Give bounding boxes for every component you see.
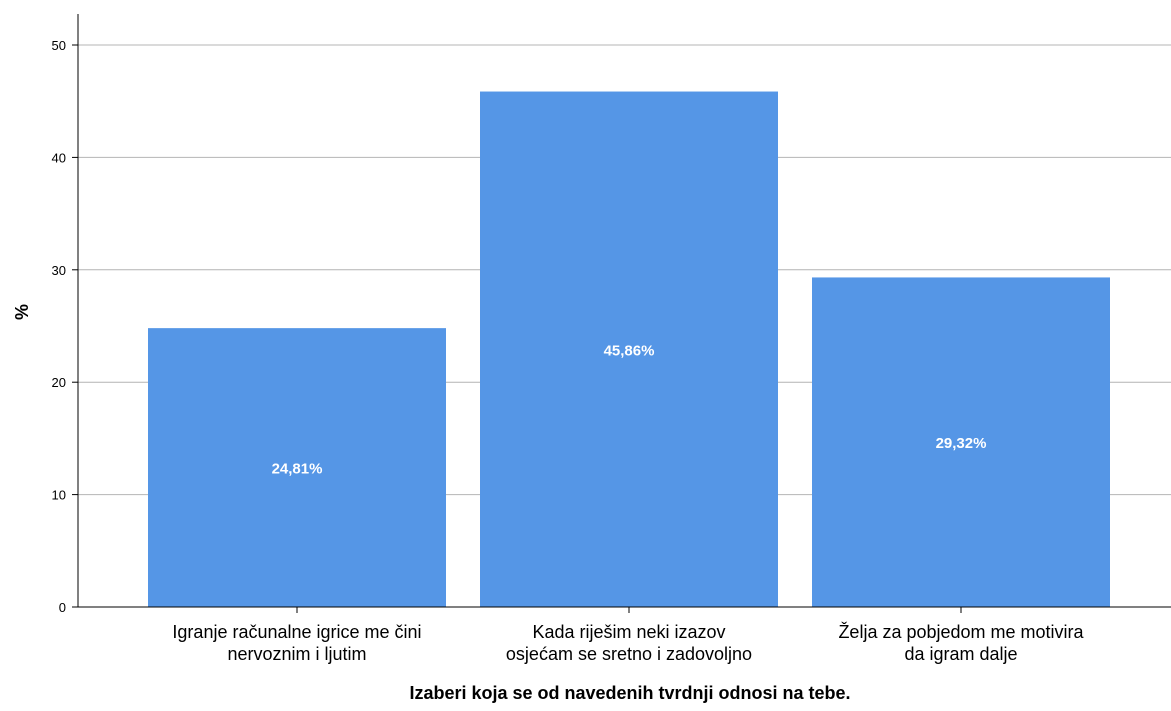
category-label: Igranje računalne igrice me čini: [172, 622, 421, 642]
bars: [148, 91, 1110, 608]
category-label: Kada riješim neki izazov: [532, 622, 725, 642]
bar: [812, 277, 1110, 607]
y-tick-label: 30: [52, 263, 66, 278]
y-tick-label: 0: [59, 600, 66, 615]
bar-value-label: 45,86%: [604, 342, 655, 359]
category-label: osjećam se sretno i zadovoljno: [506, 644, 752, 664]
category-label: nervoznim i ljutim: [227, 644, 366, 664]
y-tick-label: 10: [52, 488, 66, 503]
bar: [480, 91, 778, 608]
bar: [148, 328, 446, 607]
category-label: Želja za pobjedom me motivira: [838, 622, 1084, 642]
y-tick-label: 40: [52, 150, 66, 165]
category-label: da igram dalje: [904, 644, 1017, 664]
labels: 0 10 20 30 40 50 24,81% Igranje računalne igric…: [52, 38, 1085, 664]
y-tick-label: 50: [52, 38, 66, 53]
y-axis-title: %: [12, 304, 32, 320]
axes: [72, 14, 1171, 613]
x-axis-title: Izaberi koja se od navedenih tvrdnji odn…: [409, 683, 850, 703]
y-tick-label: 20: [52, 375, 66, 390]
bar-value-label: 29,32%: [936, 435, 987, 452]
bar-value-label: 24,81%: [272, 461, 323, 478]
